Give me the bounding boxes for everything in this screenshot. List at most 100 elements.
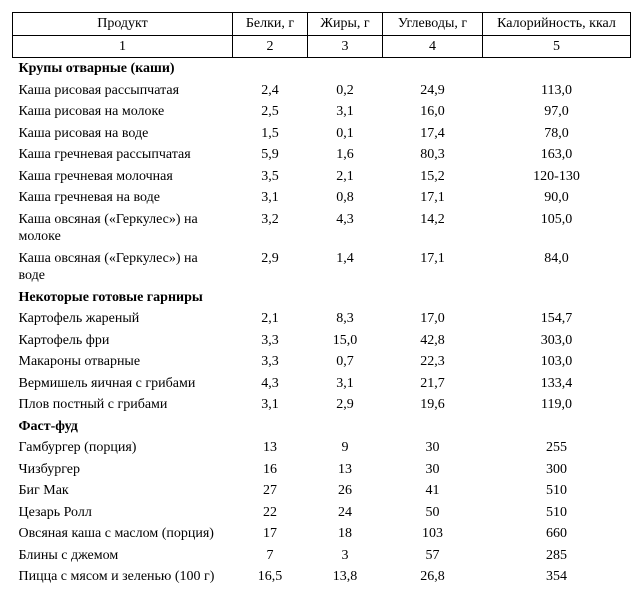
value-cell: 30 [383,437,483,459]
product-name: Макароны отварные [13,351,233,373]
table-row: Биг Мак272641510 [13,480,631,502]
value-cell: 0,7 [308,351,383,373]
value-cell: 154,7 [483,308,631,330]
table-row: Каша гречневая на воде3,10,817,190,0 [13,187,631,209]
value-cell: 13 [308,459,383,481]
value-cell: 133,4 [483,373,631,395]
value-cell: 0,1 [308,123,383,145]
table-row: Каша рисовая на молоке2,53,116,097,0 [13,101,631,123]
value-cell: 0,2 [308,80,383,102]
section-label: Фаст-фуд [13,416,631,438]
product-name: Цезарь Ролл [13,502,233,524]
value-cell: 2,1 [233,308,308,330]
value-cell: 103 [383,523,483,545]
col-num-1: 1 [13,35,233,58]
value-cell: 80,3 [383,144,483,166]
value-cell: 16,0 [383,101,483,123]
value-cell: 354 [483,566,631,588]
value-cell: 120-130 [483,166,631,188]
value-cell: 510 [483,502,631,524]
nutrition-table: Продукт Белки, г Жиры, г Углеводы, г Кал… [12,12,631,588]
table-row: Каша рисовая рассыпчатая2,40,224,9113,0 [13,80,631,102]
section-row: Фаст-фуд [13,416,631,438]
product-name: Плов постный с грибами [13,394,233,416]
value-cell: 16,5 [233,566,308,588]
value-cell: 3,1 [308,101,383,123]
table-row: Цезарь Ролл222450510 [13,502,631,524]
table-row: Овсяная каша с маслом (порция)1718103660 [13,523,631,545]
value-cell: 22,3 [383,351,483,373]
product-name: Картофель фри [13,330,233,352]
col-num-4: 4 [383,35,483,58]
value-cell: 2,9 [233,248,308,287]
value-cell: 18 [308,523,383,545]
value-cell: 13 [233,437,308,459]
value-cell: 97,0 [483,101,631,123]
value-cell: 15,0 [308,330,383,352]
value-cell: 4,3 [308,209,383,248]
product-name: Биг Мак [13,480,233,502]
value-cell: 24 [308,502,383,524]
col-header-carbs: Углеводы, г [383,13,483,36]
table-row: Каша овсяная («Геркулес») на воде2,91,41… [13,248,631,287]
value-cell: 1,5 [233,123,308,145]
table-row: Каша рисовая на воде1,50,117,478,0 [13,123,631,145]
product-name: Гамбургер (порция) [13,437,233,459]
column-number-row: 1 2 3 4 5 [13,35,631,58]
table-row: Картофель жареный2,18,317,0154,7 [13,308,631,330]
value-cell: 3,2 [233,209,308,248]
value-cell: 7 [233,545,308,567]
product-name: Каша рисовая на молоке [13,101,233,123]
table-body: Крупы отварные (каши)Каша рисовая рассып… [13,58,631,588]
value-cell: 1,6 [308,144,383,166]
table-row: Каша гречневая молочная3,52,115,2120-130 [13,166,631,188]
product-name: Картофель жареный [13,308,233,330]
product-name: Пицца с мясом и зеленью (100 г) [13,566,233,588]
value-cell: 3,1 [233,394,308,416]
col-header-protein: Белки, г [233,13,308,36]
product-name: Каша рисовая рассыпчатая [13,80,233,102]
value-cell: 50 [383,502,483,524]
col-num-3: 3 [308,35,383,58]
section-row: Некоторые готовые гарниры [13,287,631,309]
value-cell: 2,1 [308,166,383,188]
value-cell: 119,0 [483,394,631,416]
value-cell: 9 [308,437,383,459]
value-cell: 3,1 [308,373,383,395]
value-cell: 1,4 [308,248,383,287]
value-cell: 84,0 [483,248,631,287]
product-name: Блины с джемом [13,545,233,567]
product-name: Каша рисовая на воде [13,123,233,145]
table-row: Плов постный с грибами3,12,919,6119,0 [13,394,631,416]
product-name: Овсяная каша с маслом (порция) [13,523,233,545]
product-name: Чизбургер [13,459,233,481]
value-cell: 15,2 [383,166,483,188]
value-cell: 3,3 [233,330,308,352]
value-cell: 42,8 [383,330,483,352]
col-num-5: 5 [483,35,631,58]
value-cell: 17,1 [383,187,483,209]
value-cell: 30 [383,459,483,481]
product-name: Вермишель яичная с грибами [13,373,233,395]
value-cell: 78,0 [483,123,631,145]
value-cell: 24,9 [383,80,483,102]
value-cell: 17 [233,523,308,545]
value-cell: 19,6 [383,394,483,416]
table-row: Макароны отварные3,30,722,3103,0 [13,351,631,373]
table-row: Каша гречневая рассыпчатая5,91,680,3163,… [13,144,631,166]
col-num-2: 2 [233,35,308,58]
value-cell: 26 [308,480,383,502]
value-cell: 22 [233,502,308,524]
value-cell: 13,8 [308,566,383,588]
table-row: Гамбургер (порция)13930255 [13,437,631,459]
value-cell: 41 [383,480,483,502]
product-name: Каша гречневая рассыпчатая [13,144,233,166]
value-cell: 3,5 [233,166,308,188]
value-cell: 103,0 [483,351,631,373]
col-header-product: Продукт [13,13,233,36]
value-cell: 2,5 [233,101,308,123]
value-cell: 2,4 [233,80,308,102]
value-cell: 303,0 [483,330,631,352]
header-row: Продукт Белки, г Жиры, г Углеводы, г Кал… [13,13,631,36]
value-cell: 255 [483,437,631,459]
